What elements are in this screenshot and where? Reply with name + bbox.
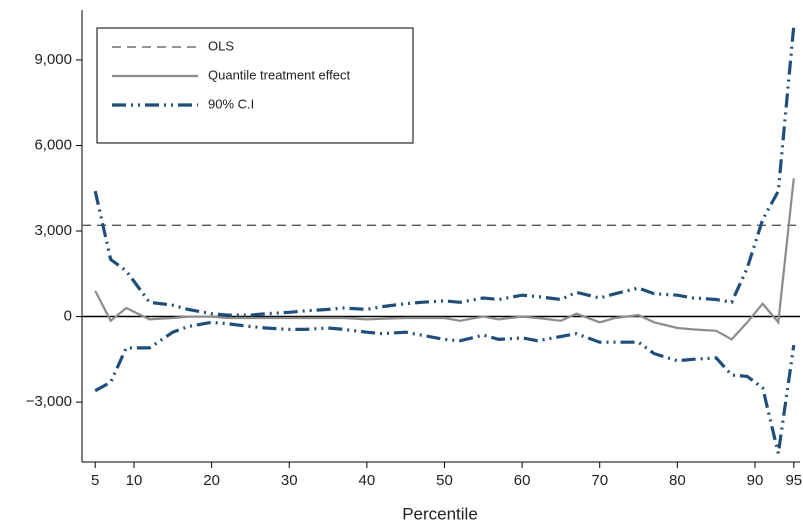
- y-tick-label: 3,000: [34, 222, 72, 239]
- x-tick-label: 30: [281, 472, 298, 489]
- x-tick-label: 70: [591, 472, 608, 489]
- y-tick-label: 0: [64, 308, 72, 325]
- ci-upper-line: [93, 25, 796, 317]
- legend-label: 90% C.I: [208, 96, 254, 111]
- legend-box: [96, 27, 414, 144]
- legend-label: OLS: [208, 38, 234, 53]
- x-tick-label: 50: [436, 472, 453, 489]
- qte-line: [94, 178, 795, 341]
- x-axis-label: Percentile: [402, 504, 478, 523]
- x-tick-label: 5: [91, 472, 99, 489]
- y-tick-label: 9,000: [34, 51, 72, 68]
- ci-lower-line: [94, 320, 796, 454]
- x-tick-label: 20: [203, 472, 220, 489]
- x-tick-label: 10: [126, 472, 143, 489]
- x-tick-label: 90: [747, 472, 764, 489]
- y-tick-label: 6,000: [34, 136, 72, 153]
- y-tick-label: −3,000: [26, 393, 72, 410]
- legend-label: Quantile treatment effect: [208, 67, 351, 82]
- x-tick-label: 95: [785, 472, 802, 489]
- x-tick-label: 40: [359, 472, 376, 489]
- x-tick-label: 60: [514, 472, 531, 489]
- x-tick-label: 80: [669, 472, 686, 489]
